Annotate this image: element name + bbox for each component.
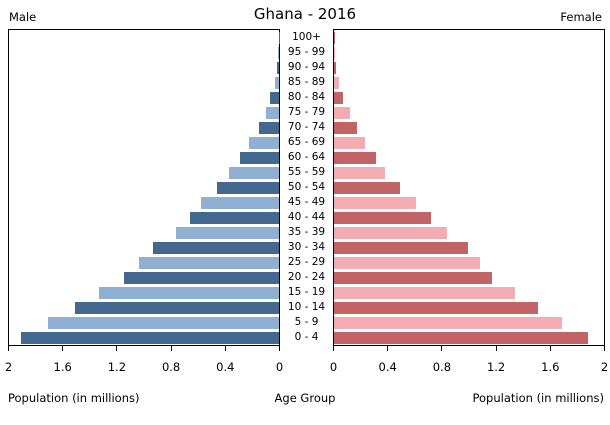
- age-label-55-59: 55 - 59: [287, 166, 326, 178]
- tick-label-left-1.2: 1.2: [107, 360, 127, 374]
- female-bar-30-34: [334, 241, 468, 254]
- tick-label-left-0: 0: [275, 360, 284, 374]
- male-bar-25-29: [138, 256, 279, 269]
- male-bar-35-39: [176, 226, 279, 239]
- male-bar-90-94: [277, 61, 279, 74]
- x-axis-label-left: Population (in millions): [8, 391, 140, 405]
- male-bar-95-99: [278, 46, 279, 59]
- tick-left-2: [8, 346, 9, 351]
- female-bar-80-84: [334, 91, 344, 104]
- male-bar-15-19: [99, 286, 279, 299]
- male-bar-40-44: [189, 211, 279, 224]
- tick-left-1.2: [116, 346, 118, 351]
- male-bar-5-9: [48, 316, 279, 329]
- age-label-90-94: 90 - 94: [287, 61, 326, 73]
- x-axis-label-center: Age Group: [274, 391, 336, 405]
- age-label-30-34: 30 - 34: [287, 241, 326, 253]
- female-bar-95-99: [334, 46, 336, 59]
- male-bar-85-89: [274, 76, 279, 89]
- age-label-5-9: 5 - 9: [294, 316, 319, 328]
- male-bar-80-84: [269, 91, 279, 104]
- female-bar-70-74: [334, 121, 357, 134]
- age-label-50-54: 50 - 54: [287, 181, 326, 193]
- male-bar-10-14: [75, 301, 279, 314]
- age-label-85-89: 85 - 89: [287, 76, 326, 88]
- tick-label-right-0: 0: [329, 360, 338, 374]
- age-label-80-84: 80 - 84: [287, 91, 326, 103]
- age-label-75-79: 75 - 79: [287, 106, 326, 118]
- age-label-95-99: 95 - 99: [287, 46, 326, 58]
- female-bar-90-94: [334, 61, 337, 74]
- female-bar-15-19: [334, 286, 515, 299]
- female-bar-45-49: [334, 196, 417, 209]
- tick-label-left-0.4: 0.4: [216, 360, 235, 374]
- tick-label-right-0.4: 0.4: [378, 360, 397, 374]
- tick-right-2: [604, 346, 605, 351]
- age-label-0-4: 0 - 4: [294, 331, 319, 343]
- tick-right-1.2: [495, 346, 497, 351]
- female-bar-55-59: [334, 166, 386, 179]
- male-bars-panel: [8, 29, 280, 346]
- male-bar-20-24: [123, 271, 279, 284]
- tick-right-0.8: [441, 346, 443, 351]
- tick-right-0: [333, 346, 334, 351]
- age-label-40-44: 40 - 44: [287, 211, 326, 223]
- age-label-25-29: 25 - 29: [287, 256, 326, 268]
- tick-label-right-2: 2: [600, 360, 609, 374]
- female-bar-50-54: [334, 181, 401, 194]
- female-bar-10-14: [334, 301, 538, 314]
- tick-left-0.8: [170, 346, 172, 351]
- female-bar-5-9: [334, 316, 563, 329]
- tick-label-left-0.8: 0.8: [161, 360, 181, 374]
- female-bar-75-79: [334, 106, 351, 119]
- tick-label-right-0.8: 0.8: [432, 360, 452, 374]
- age-label-70-74: 70 - 74: [287, 121, 326, 133]
- chart-title: Ghana - 2016: [253, 5, 357, 23]
- age-label-10-14: 10 - 14: [287, 301, 326, 313]
- male-bar-60-64: [239, 151, 279, 164]
- tick-left-0: [279, 346, 280, 351]
- age-label-45-49: 45 - 49: [287, 196, 326, 208]
- male-bar-75-79: [265, 106, 279, 119]
- tick-right-0.4: [387, 346, 389, 351]
- tick-label-right-1.6: 1.6: [541, 360, 560, 374]
- age-label-65-69: 65 - 69: [287, 136, 326, 148]
- age-group-labels: 100+ 95 - 99 90 - 94 85 - 89 80 - 84 75 - 79 7…: [280, 30, 333, 345]
- male-bar-55-59: [229, 166, 279, 179]
- female-bar-0-4: [334, 331, 588, 344]
- age-label-35-39: 35 - 39: [287, 226, 326, 238]
- age-label-100+: 100+: [292, 31, 321, 43]
- female-side-header: Female: [560, 10, 602, 24]
- male-bar-45-49: [200, 196, 279, 209]
- tick-label-left-1.6: 1.6: [53, 360, 72, 374]
- age-label-60-64: 60 - 64: [287, 151, 326, 163]
- tick-right-1.6: [549, 346, 551, 351]
- male-bar-0-4: [21, 331, 279, 344]
- tick-left-0.4: [224, 346, 226, 351]
- female-bar-25-29: [334, 256, 480, 269]
- female-bar-40-44: [334, 211, 432, 224]
- male-bar-30-34: [153, 241, 279, 254]
- female-bar-65-69: [334, 136, 366, 149]
- female-bar-20-24: [334, 271, 492, 284]
- male-side-header: Male: [9, 10, 37, 24]
- tick-label-left-2: 2: [4, 360, 13, 374]
- female-bar-85-89: [334, 76, 340, 89]
- female-bar-60-64: [334, 151, 376, 164]
- age-label-20-24: 20 - 24: [287, 271, 326, 283]
- tick-label-right-1.2: 1.2: [486, 360, 506, 374]
- x-axis-label-right: Population (in millions): [472, 391, 605, 405]
- female-bars-panel: [333, 29, 605, 346]
- female-bar-35-39: [334, 226, 448, 239]
- age-label-15-19: 15 - 19: [287, 286, 326, 298]
- male-bar-70-74: [258, 121, 279, 134]
- male-bar-65-69: [249, 136, 279, 149]
- tick-left-1.6: [62, 346, 64, 351]
- male-bar-50-54: [216, 181, 279, 194]
